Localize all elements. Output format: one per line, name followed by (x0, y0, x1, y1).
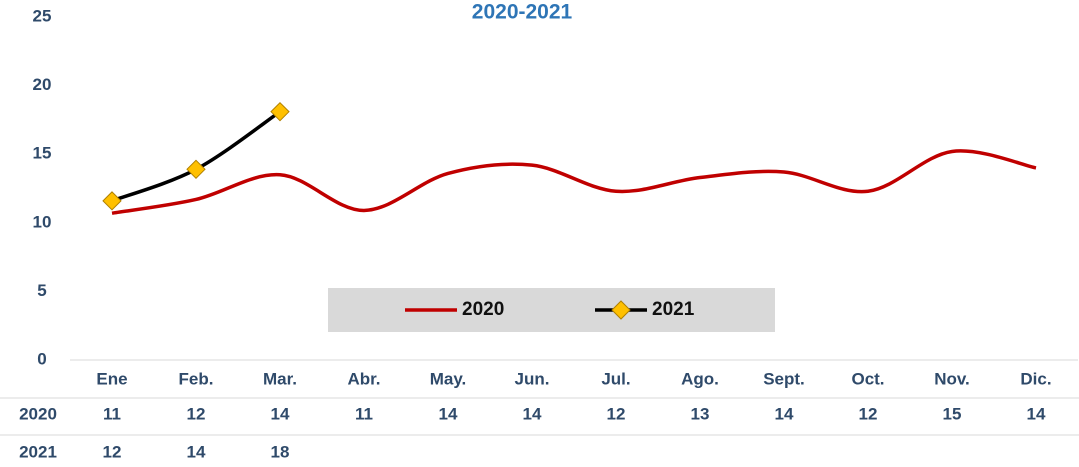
table-value: 11 (355, 404, 373, 423)
legend-label: 2021 (652, 299, 695, 320)
table-value: 14 (271, 404, 290, 423)
table-value: 12 (607, 404, 626, 423)
table-value: 15 (943, 404, 962, 423)
y-tick-label: 0 (37, 349, 46, 368)
table-value: 12 (103, 442, 122, 461)
y-tick-label: 10 (33, 212, 52, 231)
x-tick-label: Nov. (934, 369, 970, 388)
table-value: 11 (103, 404, 121, 423)
line-2021 (111, 110, 281, 203)
y-tick-label: 15 (33, 144, 52, 163)
table-value: 13 (691, 404, 710, 423)
x-tick-label: Ago. (681, 369, 719, 388)
x-tick-label: Oct. (851, 369, 884, 388)
x-tick-label: Jul. (601, 369, 630, 388)
row-label: 2021 (19, 442, 57, 461)
table-value: 14 (775, 404, 794, 423)
y-tick-label: 25 (33, 6, 52, 25)
chart-title: 2020-2021 (472, 1, 573, 24)
x-tick-label: Abr. (347, 369, 380, 388)
table-value: 12 (859, 404, 878, 423)
row-label: 2020 (19, 404, 57, 423)
table-value: 14 (523, 404, 542, 423)
marker (102, 191, 122, 211)
legend-marker (611, 300, 631, 320)
marker (186, 159, 206, 179)
table-value: 18 (271, 442, 290, 461)
legend-label: 2020 (462, 299, 504, 320)
table-value: 14 (1027, 404, 1046, 423)
x-tick-label: May. (430, 369, 467, 388)
legend-box (328, 288, 775, 332)
x-tick-label: Dic. (1020, 369, 1051, 388)
marker (270, 101, 290, 122)
x-tick-label: Mar. (263, 369, 297, 388)
y-tick-label: 20 (33, 75, 52, 94)
x-tick-label: Ene (96, 369, 127, 388)
x-tick-label: Sept. (763, 369, 805, 388)
x-tick-label: Jun. (515, 369, 550, 388)
table-value: 14 (439, 404, 458, 423)
table-value: 14 (187, 442, 206, 461)
line-2020 (111, 149, 1037, 215)
x-tick-label: Feb. (179, 369, 214, 388)
table-value: 12 (187, 404, 206, 423)
y-tick-label: 5 (37, 281, 46, 300)
